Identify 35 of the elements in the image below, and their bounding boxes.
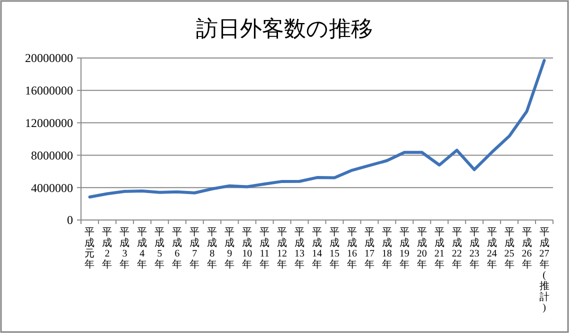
x-tick-label: 平成22年	[452, 227, 462, 270]
x-tick-label: 平成6年	[172, 227, 182, 270]
x-tick-label: 平成8年	[207, 227, 218, 270]
x-tick-label: 平成25年	[504, 227, 514, 270]
x-tick-label: 平成20年	[416, 227, 427, 270]
x-tick-label: 平成19年	[399, 227, 410, 270]
x-tick-label: 平成10年	[242, 227, 252, 270]
x-tick-label: 平成17年	[364, 227, 374, 270]
x-tick-label: 平成2年	[102, 227, 112, 270]
x-tick-label: 平成5年	[154, 227, 165, 270]
y-tick-label: 20000000	[25, 51, 73, 66]
y-tick-label: 0	[67, 213, 73, 228]
x-tick-label: 平成13年	[294, 227, 305, 270]
y-tick-label: 4000000	[31, 180, 73, 195]
x-tick-label: 平成26年	[522, 227, 532, 270]
y-tick-label: 16000000	[25, 84, 73, 98]
x-tick-label: 平成16年	[346, 227, 357, 270]
x-tick-label: 平成9年	[224, 227, 235, 270]
x-tick-label: 平成11年	[260, 227, 270, 270]
line-series	[88, 58, 546, 198]
y-tick-label: 8000000	[31, 148, 73, 162]
x-tick-label: 平成12年	[277, 227, 288, 270]
x-tick-label: 平成18年	[382, 227, 392, 270]
x-tick-label: 平成23年	[469, 227, 480, 270]
x-tick-label: 平成7年	[190, 227, 200, 270]
x-tick-label: 平成27年(推計)	[539, 227, 550, 314]
x-tick-label: 平成14年	[312, 227, 322, 270]
chart-title: 訪日外客数の推移	[196, 16, 373, 41]
x-tick-label: 平成4年	[137, 227, 148, 270]
y-tick-label: 12000000	[25, 116, 73, 130]
x-tick-label: 平成元年	[84, 227, 95, 270]
x-tick-label: 平成15年	[329, 227, 340, 270]
x-tick-label: 平成3年	[120, 227, 130, 270]
x-tick-label: 平成21年	[434, 227, 444, 270]
x-tick-label: 平成24年	[486, 227, 497, 270]
